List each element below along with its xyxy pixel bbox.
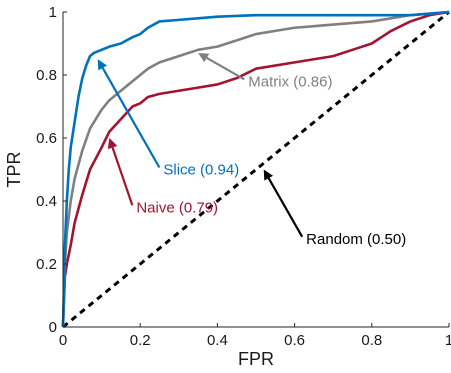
- x-tick-label: 1: [445, 332, 451, 349]
- x-tick-label: 0.4: [207, 332, 228, 349]
- y-tick-label: 0.2: [36, 256, 57, 273]
- annotation-arrow-naive: [111, 147, 134, 206]
- annotation-arrowhead-matrix: [198, 52, 210, 63]
- x-tick-label: 0: [59, 332, 67, 349]
- y-tick-label: 0.4: [36, 193, 57, 210]
- annotation-arrow-random: [267, 177, 304, 238]
- annotation-arrowhead-slice: [97, 59, 108, 71]
- annotation-label-slice: Slice (0.94): [163, 162, 239, 179]
- annotation-arrow-slice: [101, 67, 161, 169]
- series-line-matrix: [61, 10, 450, 328]
- y-tick-label: 1: [49, 4, 57, 21]
- x-axis-label: FPR: [238, 349, 274, 369]
- series-line-slice: [61, 10, 450, 328]
- x-tick-label: 0.8: [361, 332, 382, 349]
- annotation-arrowhead-random: [263, 169, 274, 181]
- y-tick-label: 0: [49, 319, 57, 336]
- series-layer: [61, 10, 450, 329]
- annotation-label-random: Random (0.50): [306, 231, 406, 248]
- x-tick-label: 0.2: [130, 332, 151, 349]
- y-axis-label: TPR: [4, 151, 24, 187]
- y-tick-label: 0.8: [36, 67, 57, 84]
- annotation-arrowhead-naive: [107, 138, 118, 150]
- annotation-arrow-matrix: [206, 56, 245, 81]
- x-tick-label: 0.6: [284, 332, 305, 349]
- series-line-naive: [61, 10, 450, 328]
- annotation-label-matrix: Matrix (0.86): [248, 73, 332, 90]
- annotation-label-naive: Naive (0.79): [136, 199, 218, 216]
- annotation-layer: Slice (0.94) Matrix (0.86) Naive (0.79) Ran…: [97, 52, 406, 248]
- y-tick-label: 0.6: [36, 130, 57, 147]
- axes-layer: 0 0.2 0.4 0.6 0.8 1 0 0.2 0.4 0.6 0.8 1: [36, 4, 451, 349]
